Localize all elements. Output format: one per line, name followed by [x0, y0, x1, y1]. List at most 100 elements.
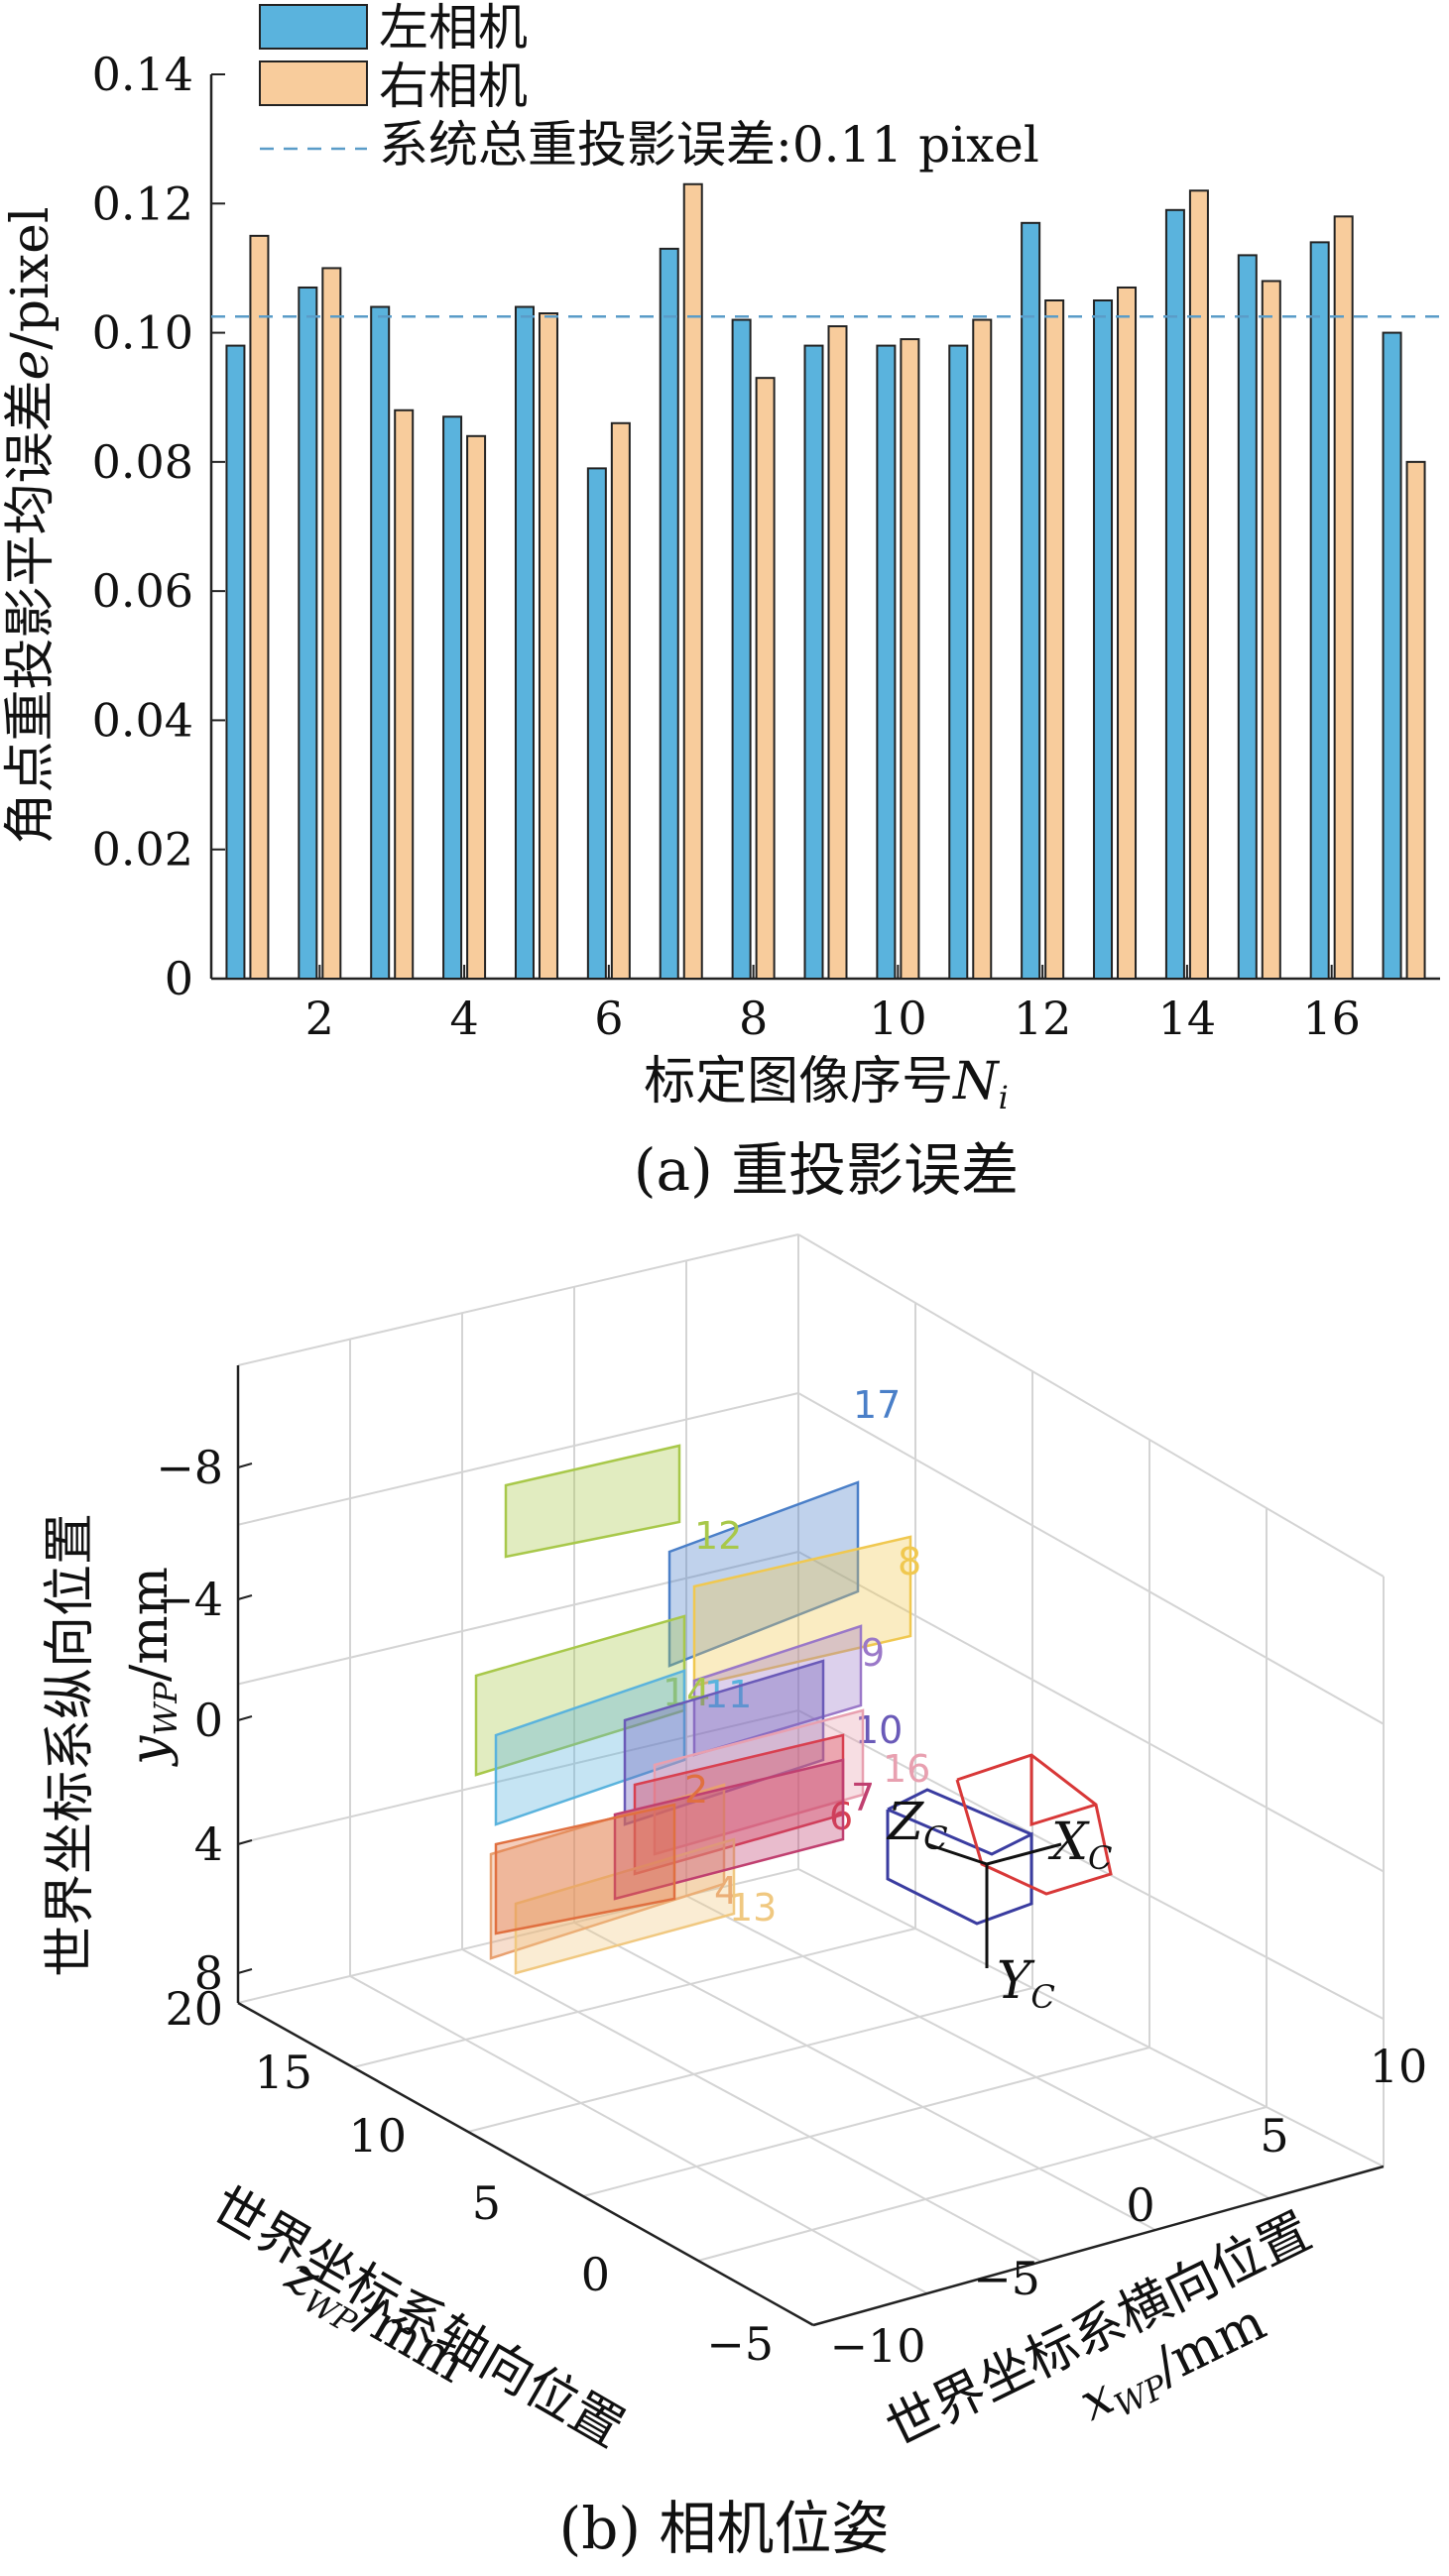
bar-left-camera [1164, 208, 1185, 981]
x-tick-label: 4 [449, 992, 478, 1045]
bar-right-camera [321, 267, 342, 980]
y-tick-label: 0.12 [92, 176, 193, 230]
bar-right-camera [610, 421, 631, 980]
y-tick-label: −4 [156, 1573, 223, 1626]
bar-right-camera [1405, 460, 1426, 981]
y-tick-label: 0 [165, 952, 193, 1005]
y-axis-label: 世界坐标系纵向位置 [41, 1513, 100, 1977]
x-tick-label: 12 [1014, 992, 1072, 1045]
bar-right-camera [972, 318, 993, 980]
z-tick-label: 5 [472, 2176, 501, 2230]
grid-left-wall-h [237, 1392, 799, 1526]
x-tick-label: 2 [305, 992, 334, 1045]
y-tick-label: 0.04 [92, 693, 193, 747]
y-tick-label: 0.06 [92, 564, 193, 618]
bar-left-camera [298, 286, 318, 980]
bar-right-camera [394, 409, 415, 980]
y-tick-label: 8 [194, 1946, 223, 2000]
grid-floor-line [461, 1948, 1042, 2263]
x-tick-label: 10 [1370, 2040, 1428, 2093]
y-tick-label: 0.14 [92, 48, 193, 101]
plane-label: 17 [853, 1383, 901, 1427]
bar-right-camera [1333, 215, 1354, 981]
z-tick-label: 0 [581, 2248, 610, 2301]
y-tick-label: −8 [156, 1441, 223, 1494]
camera-axis-label: XC [1047, 1813, 1113, 1877]
left-camera-frustum [886, 1808, 1033, 1926]
right-camera-frustum-edge [1029, 1755, 1097, 1827]
legend-swatch-left [259, 4, 368, 50]
plane-label: 16 [883, 1747, 930, 1791]
camera-axis-label: ZC [886, 1793, 948, 1857]
grid-floor-line [573, 1922, 1156, 2231]
grid-floor-line [352, 1928, 916, 2068]
calibration-plane [514, 1837, 736, 1975]
y-tick-label: 0.02 [92, 823, 193, 877]
bar-left-camera [370, 305, 391, 980]
calibration-plane [692, 1535, 912, 1688]
y-tick-mark [237, 1715, 253, 1721]
bar-right-camera [682, 182, 703, 980]
legend-swatch-right [259, 60, 368, 106]
bar-left-camera [659, 247, 679, 980]
bar-left-camera [225, 344, 246, 981]
bar-right-camera [249, 234, 270, 981]
bar-left-camera [1237, 254, 1258, 980]
x-tick-label: 5 [1260, 2109, 1288, 2163]
bar-right-camera [827, 325, 848, 980]
grid-floor-line [582, 2047, 1150, 2197]
camera-axis-label: YC [997, 1951, 1055, 2016]
x-axis-line [812, 2165, 1385, 2327]
bar-left-camera [948, 344, 969, 981]
y-tick-mark [237, 1968, 253, 1974]
grid-floor-right-edge [797, 1868, 1385, 2167]
calibration-plane [653, 1708, 865, 1856]
calibration-plane [613, 1758, 845, 1901]
y-tick-label: 0.08 [92, 435, 193, 489]
calibration-plane [504, 1444, 681, 1559]
bar-left-camera [1093, 299, 1114, 980]
grid-floor-line [685, 1895, 1270, 2199]
bar-left-camera [514, 305, 535, 980]
calibration-plane [667, 1480, 860, 1668]
grid-top-right-edge [797, 1233, 1385, 1578]
x-tick-label: 8 [739, 992, 768, 1045]
bar-right-camera [900, 338, 920, 981]
bar-left-camera [803, 344, 824, 981]
bar-right-camera [1044, 299, 1065, 980]
legend-label-left: 左相机 [379, 0, 528, 57]
bar-right-camera [538, 312, 558, 980]
bar-left-camera [1309, 241, 1330, 981]
bar-right-camera [466, 434, 487, 980]
x-tick-label: 6 [594, 992, 623, 1045]
plane-label: 13 [729, 1886, 777, 1930]
legend-label-reference: 系统总重投影误差:0.11 pixel [379, 116, 1039, 174]
bar-left-camera [876, 344, 897, 981]
bar-left-camera [586, 467, 607, 981]
calibration-plane [623, 1659, 825, 1826]
x-tick-label: 0 [1126, 2178, 1154, 2232]
grid-left-wall-h [237, 1709, 799, 1845]
y-tick-mark [237, 1463, 253, 1468]
camera-x-axis [986, 1842, 1062, 1866]
left-camera-frustum-edge [887, 1788, 1032, 1836]
grid-top-left-edge [237, 1233, 799, 1366]
y-tick-mark [237, 1594, 253, 1600]
y-axis-label: 角点重投影平均误差e/pixel [1, 207, 60, 845]
plane-label: 12 [694, 1514, 742, 1558]
x-tick-label: 14 [1158, 992, 1217, 1045]
plane-label: 7 [851, 1776, 875, 1819]
bar-right-camera [1117, 286, 1138, 980]
grid-left-wall-h [237, 1551, 799, 1686]
camera-z-axis [926, 1842, 988, 1866]
calibration-plane [494, 1803, 676, 1935]
bar-right-camera [1188, 189, 1209, 980]
grid-right-wall-h [797, 1551, 1385, 1873]
x-tick-label: −5 [973, 2252, 1040, 2305]
legend-label-right: 右相机 [379, 58, 528, 115]
bar-right-camera [755, 377, 776, 980]
z-axis-line [237, 2001, 814, 2327]
bar-left-camera [1021, 221, 1041, 981]
x-tick-label: −10 [829, 2319, 925, 2373]
